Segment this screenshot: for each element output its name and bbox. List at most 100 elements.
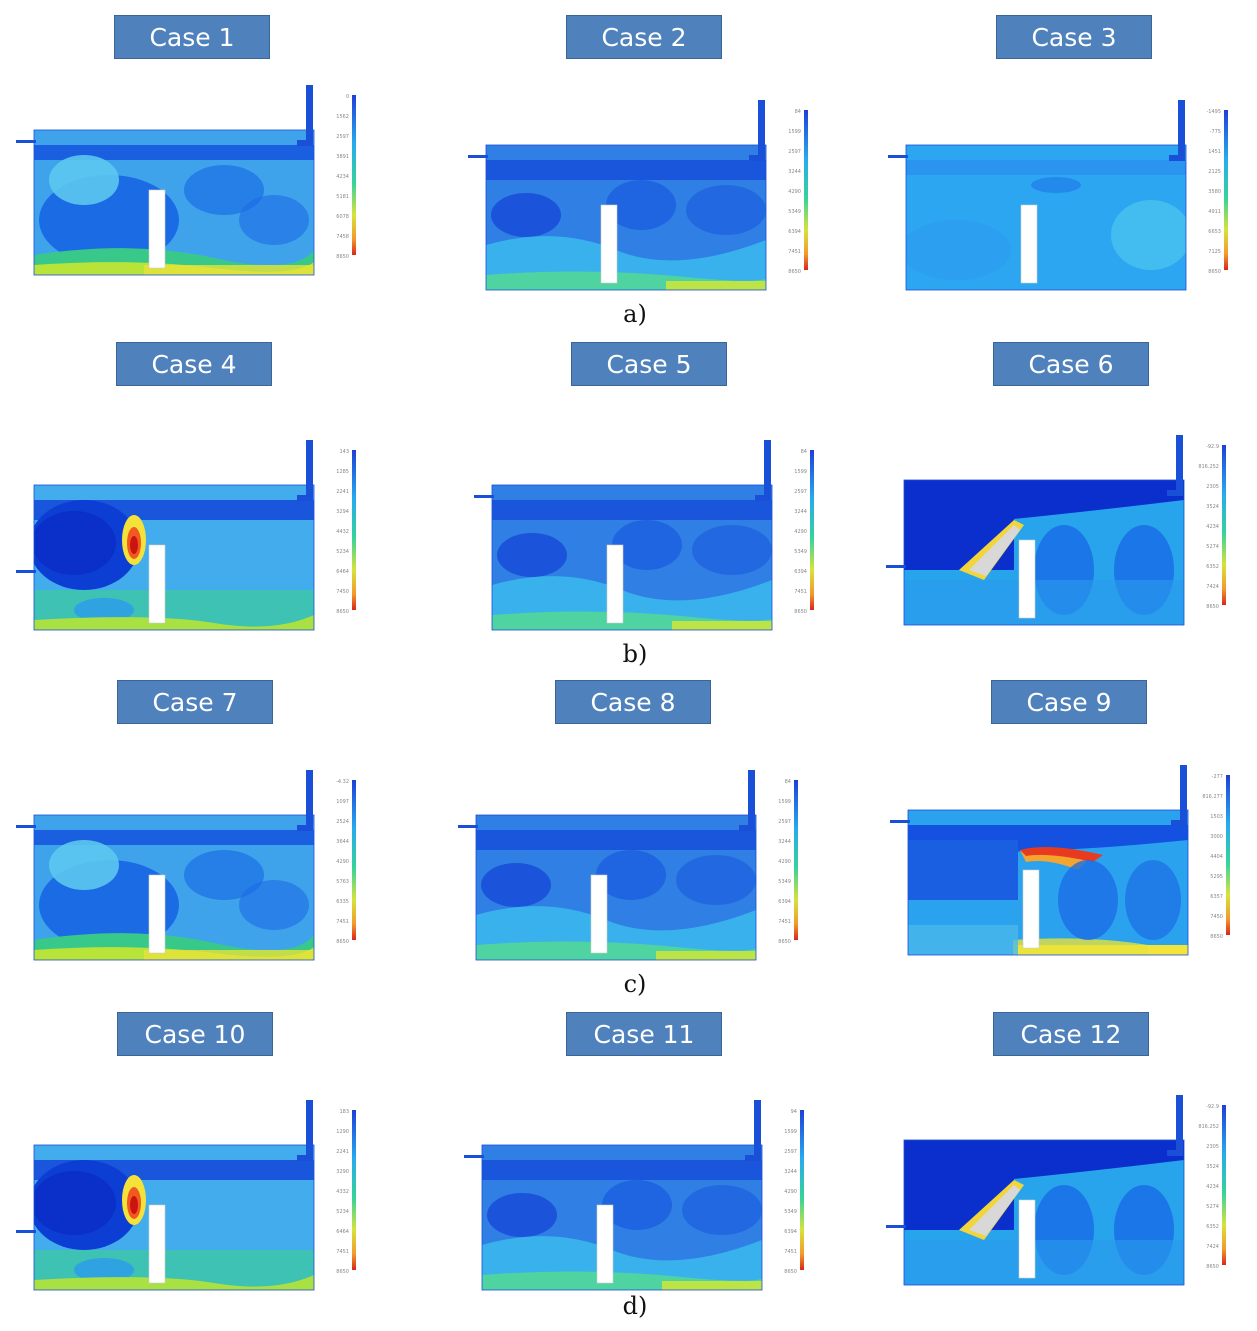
svg-text:3294: 3294 xyxy=(336,509,349,515)
svg-text:8650: 8650 xyxy=(336,1269,349,1275)
svg-text:7450: 7450 xyxy=(336,589,349,595)
row-b-label: b) xyxy=(622,640,648,668)
svg-text:8650: 8650 xyxy=(788,269,801,275)
svg-text:5234: 5234 xyxy=(336,549,349,555)
case-6-velocity-field: -92.9 816.252 2305 3524 4234 5274 6352 7424 8650 xyxy=(884,420,1249,630)
svg-text:816.252: 816.252 xyxy=(1198,464,1219,470)
svg-text:4290: 4290 xyxy=(794,529,807,535)
svg-text:3244: 3244 xyxy=(788,169,801,175)
case-10-label: Case 10 xyxy=(117,1012,273,1056)
svg-text:7451: 7451 xyxy=(336,1249,349,1255)
svg-text:2241: 2241 xyxy=(336,489,349,495)
svg-text:8650: 8650 xyxy=(1206,604,1219,610)
svg-text:-775: -775 xyxy=(1210,129,1221,135)
svg-text:-92.9: -92.9 xyxy=(1206,444,1219,450)
case-4-label: Case 4 xyxy=(116,342,272,386)
svg-text:1562: 1562 xyxy=(336,114,349,120)
svg-text:6394: 6394 xyxy=(794,569,807,575)
svg-text:4290: 4290 xyxy=(336,859,349,865)
svg-text:6335: 6335 xyxy=(336,899,349,905)
svg-text:1097: 1097 xyxy=(336,799,349,805)
svg-text:84: 84 xyxy=(795,109,801,115)
svg-text:8650: 8650 xyxy=(1208,269,1221,275)
case-12-label: Case 12 xyxy=(993,1012,1149,1056)
svg-text:2597: 2597 xyxy=(784,1149,797,1155)
svg-text:6357: 6357 xyxy=(1210,894,1223,900)
svg-text:1599: 1599 xyxy=(788,129,801,135)
case-3-velocity-field: -1495 -775 1451 2125 3580 4911 6653 7125 8650 xyxy=(886,85,1251,295)
svg-text:2305: 2305 xyxy=(1206,484,1219,490)
svg-text:8650: 8650 xyxy=(1206,1264,1219,1270)
svg-text:7450: 7450 xyxy=(1210,914,1223,920)
svg-text:2305: 2305 xyxy=(1206,1144,1219,1150)
svg-text:4234: 4234 xyxy=(336,174,349,180)
case-10-velocity-field: 183 1290 2241 3290 4332 5234 6464 7451 8650 xyxy=(14,1085,379,1295)
svg-text:3244: 3244 xyxy=(778,839,791,845)
svg-text:6352: 6352 xyxy=(1206,1224,1219,1230)
svg-text:4290: 4290 xyxy=(778,859,791,865)
svg-text:-4.32: -4.32 xyxy=(336,779,349,785)
svg-text:8650: 8650 xyxy=(778,939,791,945)
svg-text:7458: 7458 xyxy=(336,234,349,240)
svg-text:5295: 5295 xyxy=(1210,874,1223,880)
svg-text:5234: 5234 xyxy=(336,1209,349,1215)
svg-text:4234: 4234 xyxy=(1206,524,1219,530)
case-1-velocity-field: 0 1562 2597 3891 4234 5181 6078 7458 8650 xyxy=(14,70,379,280)
svg-text:4234: 4234 xyxy=(1206,1184,1219,1190)
svg-text:2597: 2597 xyxy=(778,819,791,825)
svg-text:1599: 1599 xyxy=(784,1129,797,1135)
row-c-label: c) xyxy=(623,970,647,998)
svg-text:2597: 2597 xyxy=(794,489,807,495)
svg-text:5349: 5349 xyxy=(794,549,807,555)
case-8-velocity-field: 84 1599 2597 3244 4290 5349 6394 7451 8650 xyxy=(456,755,821,965)
svg-text:4911: 4911 xyxy=(1208,209,1221,215)
svg-text:1599: 1599 xyxy=(778,799,791,805)
svg-text:7451: 7451 xyxy=(336,919,349,925)
svg-text:3290: 3290 xyxy=(336,1169,349,1175)
case-2-velocity-field: 84 1599 2597 3244 4290 5349 6394 7451 8650 xyxy=(466,85,831,295)
case-12-velocity-field: -92.9 816.252 2305 3524 4234 5274 6352 7424 8650 xyxy=(884,1080,1249,1290)
svg-text:0: 0 xyxy=(346,94,349,100)
svg-text:7125: 7125 xyxy=(1208,249,1221,255)
svg-text:6464: 6464 xyxy=(336,1229,349,1235)
case-11-velocity-field: 94 1599 2597 3244 4290 5349 6394 7451 8650 xyxy=(462,1085,827,1295)
svg-text:8650: 8650 xyxy=(336,939,349,945)
svg-text:8650: 8650 xyxy=(336,609,349,615)
svg-text:7451: 7451 xyxy=(788,249,801,255)
case-9-velocity-field: -277 816.277 1503 3000 4404 5295 6357 7450 8650 xyxy=(888,750,1253,960)
svg-text:3524: 3524 xyxy=(1206,504,1219,510)
case-5-velocity-field: 84 1599 2597 3244 4290 5349 6394 7451 8650 xyxy=(472,425,837,635)
svg-text:4404: 4404 xyxy=(1210,854,1223,860)
svg-text:3524: 3524 xyxy=(1206,1164,1219,1170)
svg-text:3580: 3580 xyxy=(1208,189,1221,195)
svg-text:4290: 4290 xyxy=(788,189,801,195)
svg-text:3244: 3244 xyxy=(784,1169,797,1175)
case-5-label: Case 5 xyxy=(571,342,727,386)
svg-text:816.277: 816.277 xyxy=(1202,794,1223,800)
svg-text:3891: 3891 xyxy=(336,154,349,160)
svg-text:94: 94 xyxy=(791,1109,797,1115)
svg-text:-277: -277 xyxy=(1212,774,1223,780)
svg-text:6078: 6078 xyxy=(336,214,349,220)
svg-text:143: 143 xyxy=(339,449,349,455)
svg-text:5274: 5274 xyxy=(1206,544,1219,550)
svg-text:6653: 6653 xyxy=(1208,229,1221,235)
svg-text:183: 183 xyxy=(339,1109,349,1115)
case-3-label: Case 3 xyxy=(996,15,1152,59)
svg-text:2524: 2524 xyxy=(336,819,349,825)
case-6-label: Case 6 xyxy=(993,342,1149,386)
svg-text:2597: 2597 xyxy=(336,134,349,140)
case-7-velocity-field: -4.32 1097 2524 3644 4290 5763 6335 7451 8650 xyxy=(14,755,379,965)
svg-text:7451: 7451 xyxy=(784,1249,797,1255)
svg-text:7424: 7424 xyxy=(1206,584,1219,590)
svg-text:3644: 3644 xyxy=(336,839,349,845)
svg-text:6394: 6394 xyxy=(788,229,801,235)
svg-text:816.252: 816.252 xyxy=(1198,1124,1219,1130)
svg-text:5349: 5349 xyxy=(788,209,801,215)
svg-text:5763: 5763 xyxy=(336,879,349,885)
svg-text:3244: 3244 xyxy=(794,509,807,515)
svg-text:2125: 2125 xyxy=(1208,169,1221,175)
case-2-label: Case 2 xyxy=(566,15,722,59)
svg-text:1599: 1599 xyxy=(794,469,807,475)
svg-text:6394: 6394 xyxy=(784,1229,797,1235)
